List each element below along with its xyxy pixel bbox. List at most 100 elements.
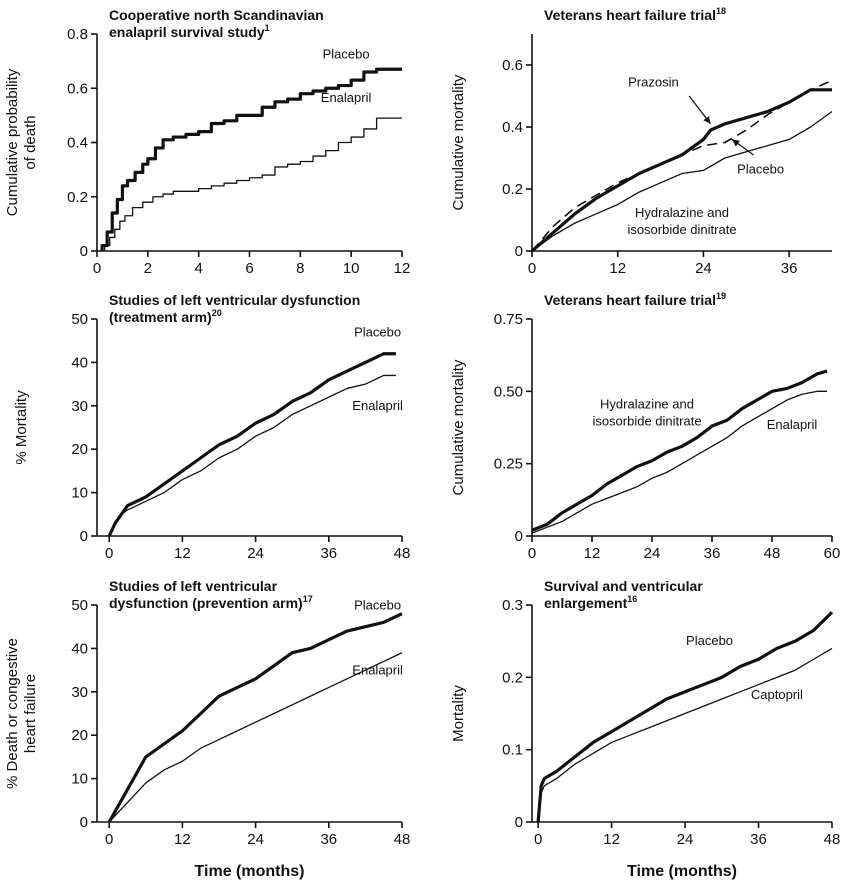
series-label: Hydralazine and bbox=[635, 205, 729, 220]
title-reference-superscript: 17 bbox=[303, 594, 313, 604]
x-tick-label: 48 bbox=[394, 831, 411, 848]
series-line-placebo bbox=[531, 79, 833, 252]
y-tick-label: 0.2 bbox=[67, 189, 88, 206]
x-tick-label: 60 bbox=[824, 545, 841, 562]
x-tick-label: 0 bbox=[105, 545, 113, 562]
chart-title-text: (treatment arm) bbox=[109, 309, 212, 325]
chart-title: Studies of left ventricular bbox=[109, 578, 278, 594]
x-axis-label: Time (months) bbox=[195, 863, 305, 880]
chart-panel-6: 0 0.1 0.2 0.3 0 12 24 36 48 Survival and ventricu… bbox=[450, 578, 840, 880]
x-tick-label: 6 bbox=[245, 260, 253, 277]
series-label: isosorbide dinitrate bbox=[592, 414, 701, 429]
x-tick-label: 0 bbox=[534, 831, 542, 848]
y-tick-label: 30 bbox=[71, 398, 88, 415]
y-tick-label: 0.6 bbox=[502, 57, 523, 74]
x-tick-label: 24 bbox=[247, 831, 264, 848]
y-tick-label: 40 bbox=[71, 640, 88, 657]
x-tick-label: 0 bbox=[528, 260, 536, 277]
chart-panel-1: 0 0.2 0.4 0.6 0.8 0 2 4 6 8 10 12 Cooperative north … bbox=[4, 7, 410, 277]
chart-title-text: enlargement bbox=[544, 595, 628, 611]
series-line-placebo bbox=[100, 67, 402, 251]
chart-panel-2: 0 0.2 0.4 0.6 0 12 24 36 Veterans heart failure … bbox=[450, 6, 833, 277]
series-line-enalapril bbox=[108, 652, 403, 823]
series-label: Placebo bbox=[737, 162, 784, 177]
series-line-hydralazine-and-isosorbide-dinitrate bbox=[531, 369, 828, 532]
y-tick-label: 0 bbox=[80, 243, 88, 260]
series-line-placebo bbox=[107, 352, 396, 537]
series-line-enalapril bbox=[103, 117, 402, 251]
x-tick-label: 12 bbox=[603, 831, 620, 848]
y-tick-label: 40 bbox=[71, 354, 88, 371]
x-tick-label: 48 bbox=[824, 831, 841, 848]
x-tick-label: 36 bbox=[320, 545, 337, 562]
y-tick-label: 0 bbox=[515, 528, 523, 545]
series-label: Hydralazine and bbox=[600, 397, 694, 412]
y-tick-label: 10 bbox=[71, 771, 88, 788]
series-label: Captopril bbox=[751, 687, 803, 702]
chart-title-text: Studies of left ventricular dysfunction bbox=[109, 292, 360, 308]
y-tick-label: 0.1 bbox=[502, 742, 523, 759]
chart-title: enlargement16 bbox=[544, 594, 637, 611]
series-label: Prazosin bbox=[628, 75, 679, 90]
y-tick-label: 0 bbox=[80, 814, 88, 831]
x-tick-label: 36 bbox=[320, 831, 337, 848]
chart-panel-5: 0 10 20 30 40 50 0 12 24 36 48 Studies of left vent… bbox=[4, 578, 410, 880]
title-reference-superscript: 1 bbox=[265, 23, 270, 33]
y-axis-label: % Death or congestive bbox=[4, 638, 21, 789]
x-axis-label: Time (months) bbox=[627, 863, 737, 880]
chart-title-text: Studies of left ventricular bbox=[109, 578, 278, 594]
chart-title-text: Cooperative north Scandinavian bbox=[109, 7, 324, 23]
x-tick-label: 0 bbox=[93, 260, 101, 277]
series-label: Placebo bbox=[354, 597, 401, 612]
x-tick-label: 48 bbox=[764, 545, 781, 562]
y-axis-label: Cumulative mortality bbox=[450, 74, 467, 210]
x-tick-label: 12 bbox=[394, 260, 411, 277]
series-label: Enalapril bbox=[352, 662, 403, 677]
series-label: Enalapril bbox=[352, 398, 403, 413]
y-tick-label: 0.4 bbox=[67, 135, 88, 152]
x-tick-label: 12 bbox=[174, 545, 191, 562]
y-tick-label: 50 bbox=[71, 597, 88, 614]
chart-title-text: enalapril survival study bbox=[109, 24, 265, 40]
y-tick-label: 50 bbox=[71, 311, 88, 328]
series-label: Placebo bbox=[354, 324, 401, 339]
y-axis-label: Cumulative probability bbox=[4, 68, 21, 216]
chart-title-text: dysfunction (prevention arm) bbox=[109, 595, 303, 611]
chart-title-text: Veterans heart failure trial bbox=[544, 7, 716, 23]
annotation-arrowhead bbox=[703, 116, 711, 124]
y-tick-label: 20 bbox=[71, 441, 88, 458]
x-tick-label: 24 bbox=[695, 260, 712, 277]
x-tick-label: 12 bbox=[584, 545, 601, 562]
title-reference-superscript: 18 bbox=[716, 6, 726, 16]
x-tick-label: 24 bbox=[644, 545, 661, 562]
x-tick-label: 8 bbox=[296, 260, 304, 277]
annotation-arrowhead bbox=[732, 139, 740, 147]
series-line-prazosin bbox=[530, 88, 832, 253]
series-label: Enalapril bbox=[321, 90, 372, 105]
x-tick-label: 12 bbox=[174, 831, 191, 848]
y-tick-label: 0.25 bbox=[494, 456, 523, 473]
y-tick-label: 0.75 bbox=[494, 311, 523, 328]
y-tick-label: 0.4 bbox=[502, 119, 523, 136]
y-tick-label: 0.2 bbox=[502, 181, 523, 198]
x-tick-label: 4 bbox=[194, 260, 202, 277]
chart-panel-4: 0 0.25 0.50 0.75 0 12 24 36 48 60 Veterans heart f… bbox=[450, 291, 840, 562]
y-tick-label: 0.3 bbox=[502, 597, 523, 614]
series-line-placebo bbox=[536, 611, 834, 823]
y-tick-label: 0.6 bbox=[67, 80, 88, 97]
x-tick-label: 36 bbox=[781, 260, 798, 277]
y-tick-label: 0 bbox=[515, 243, 523, 260]
chart-title: Veterans heart failure trial18 bbox=[544, 6, 726, 23]
chart-title: enalapril survival study1 bbox=[109, 23, 270, 40]
chart-title-text: Veterans heart failure trial bbox=[544, 292, 716, 308]
title-reference-superscript: 20 bbox=[212, 308, 222, 318]
chart-title: Studies of left ventricular dysfunction bbox=[109, 292, 360, 308]
series-line-hydralazine-and-isosorbide-dinitrate bbox=[531, 110, 833, 252]
x-tick-label: 10 bbox=[343, 260, 360, 277]
chart-title: Veterans heart failure trial19 bbox=[544, 291, 726, 308]
y-tick-label: 0 bbox=[80, 528, 88, 545]
x-tick-label: 48 bbox=[394, 545, 411, 562]
series-label: Placebo bbox=[686, 633, 733, 648]
y-tick-label: 0 bbox=[515, 814, 523, 831]
